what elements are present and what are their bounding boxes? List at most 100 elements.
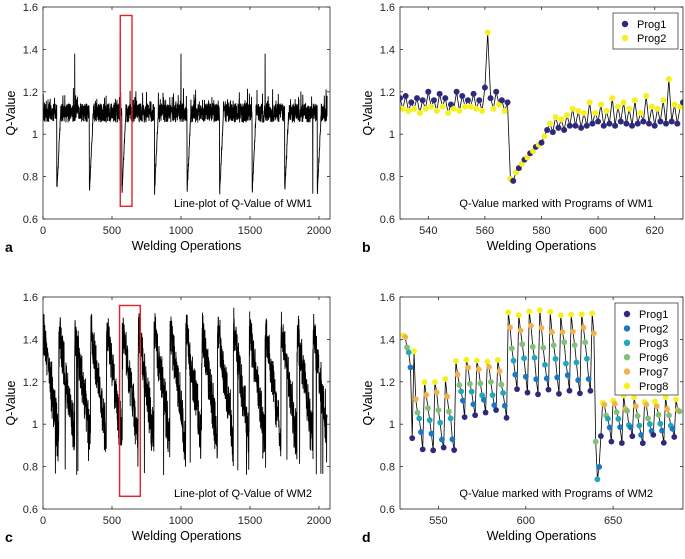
data-point-prog2 — [558, 116, 565, 123]
data-point-prog1 — [646, 120, 653, 127]
data-point-prog8 — [473, 357, 480, 364]
data-point-prog2 — [648, 103, 655, 110]
data-point-prog1 — [430, 97, 437, 104]
data-point-prog2 — [543, 375, 550, 382]
data-point-prog1 — [623, 120, 630, 127]
y-tick-label: 1.4 — [23, 334, 38, 346]
data-point-prog1 — [617, 118, 624, 125]
data-point-prog2 — [501, 107, 508, 114]
data-point-prog7 — [465, 364, 472, 371]
data-point-prog2 — [450, 105, 457, 112]
x-tick-label: 2000 — [307, 225, 331, 237]
data-point-prog2 — [585, 376, 592, 382]
data-point-prog2 — [575, 377, 582, 383]
data-point-prog1 — [680, 99, 683, 106]
data-point-prog8 — [568, 311, 575, 318]
x-tick-label: 650 — [604, 515, 622, 527]
data-point-prog2 — [428, 430, 435, 437]
annotation: Q-Value marked with Programs of WM2 — [459, 488, 653, 500]
data-point-prog1 — [440, 444, 447, 451]
data-point-prog3 — [615, 415, 622, 422]
data-point-prog7 — [570, 328, 576, 335]
data-point-prog1 — [544, 126, 551, 133]
data-point-prog7 — [528, 322, 534, 329]
data-point-prog1 — [556, 390, 562, 397]
data-point-prog1 — [493, 88, 500, 95]
data-point-prog1 — [597, 433, 604, 439]
data-point-prog1 — [640, 118, 647, 125]
data-point-prog1 — [453, 88, 460, 95]
data-point-prog1 — [634, 120, 641, 127]
data-point-prog7 — [643, 401, 650, 408]
x-tick-label: 600 — [517, 515, 535, 527]
data-point-prog1 — [413, 95, 420, 102]
data-point-prog1 — [419, 446, 426, 453]
data-point-prog6 — [540, 344, 547, 351]
annotation: Line-plot of Q-Value of WM1 — [174, 198, 312, 210]
data-point-prog7 — [601, 401, 608, 408]
data-point-prog3 — [636, 422, 643, 429]
data-point-prog6 — [414, 409, 421, 416]
data-point-prog3 — [531, 354, 538, 361]
data-point-prog1 — [400, 95, 403, 102]
data-point-prog8 — [463, 356, 470, 363]
y-tick-label: 0.6 — [380, 504, 395, 516]
legend-label: Prog6 — [639, 352, 668, 364]
y-tick-label: 1.2 — [23, 87, 38, 99]
x-axis-label: Welding Operations — [132, 239, 242, 253]
data-point-prog1 — [668, 118, 675, 125]
data-point-prog1 — [514, 386, 520, 393]
data-point-prog7 — [444, 393, 451, 400]
legend-label: Prog1 — [637, 19, 666, 31]
data-point-prog6 — [487, 379, 494, 385]
data-point-prog8 — [453, 358, 459, 364]
legend-marker-prog2 — [623, 325, 631, 332]
y-tick-label: 1.2 — [23, 377, 38, 389]
data-point-prog2 — [677, 103, 683, 110]
data-point-prog3 — [604, 415, 611, 422]
data-point-prog1 — [587, 387, 594, 394]
data-point-prog2 — [554, 374, 561, 381]
data-point-prog1 — [472, 412, 479, 419]
data-point-prog1 — [498, 97, 505, 104]
data-point-prog3 — [552, 355, 559, 362]
data-point-prog1 — [650, 431, 657, 438]
data-point-prog2 — [513, 169, 520, 176]
legend: Prog1 Prog2 Prog3 Prog6 Prog7 Prog8 — [614, 302, 679, 396]
data-point-prog3 — [657, 420, 664, 427]
data-point-prog1 — [402, 93, 409, 100]
data-point-prog7 — [433, 389, 440, 396]
axes-frame — [399, 6, 684, 220]
data-point-prog8 — [432, 379, 438, 385]
data-point-prog2 — [533, 376, 540, 383]
data-point-prog7 — [664, 406, 671, 412]
data-point-prog2 — [484, 29, 491, 36]
data-point-prog8 — [652, 398, 658, 405]
data-point-prog1 — [419, 97, 426, 104]
data-point-prog6 — [404, 344, 410, 351]
data-point-prog7 — [454, 371, 461, 378]
data-point-prog6 — [425, 405, 431, 411]
data-point-prog2 — [614, 103, 621, 110]
data-point-prog2 — [479, 107, 486, 114]
y-tick-label: 1.6 — [23, 2, 38, 14]
data-point-prog1 — [504, 99, 511, 106]
data-point-prog2 — [445, 110, 452, 116]
data-point-prog2 — [418, 429, 424, 435]
data-point-prog1 — [660, 439, 667, 446]
y-tick-label: 0.6 — [23, 504, 38, 516]
data-point-prog3 — [447, 415, 454, 422]
data-point-prog1 — [524, 389, 531, 396]
data-point-prog7 — [559, 329, 566, 336]
data-point-prog2 — [592, 110, 599, 116]
data-point-prog2 — [569, 105, 576, 112]
panel-label: c — [5, 529, 13, 545]
data-point-prog7 — [412, 396, 419, 403]
data-point-prog2 — [638, 432, 644, 438]
data-point-prog7 — [538, 324, 545, 331]
y-axis-label: Q-Value — [4, 380, 18, 425]
data-point-prog3 — [521, 355, 527, 362]
data-point-prog6 — [666, 412, 672, 419]
legend-marker-prog7 — [623, 368, 631, 375]
data-point-prog2 — [470, 401, 477, 408]
